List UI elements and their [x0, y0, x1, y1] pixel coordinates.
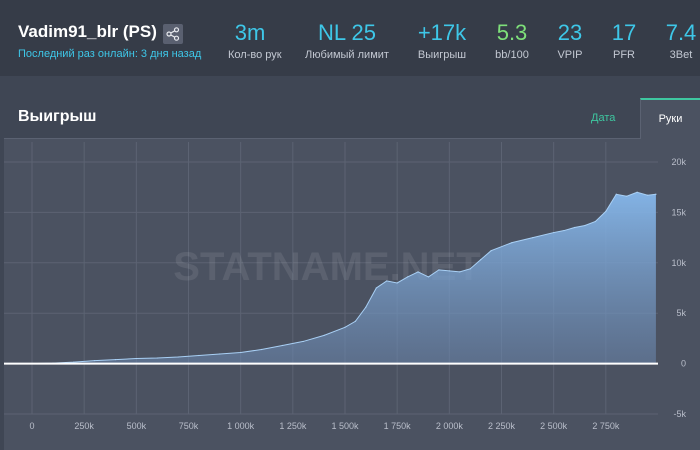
series-point — [532, 237, 534, 239]
stat-label: Любимый лимит — [305, 49, 389, 61]
series-point — [240, 351, 242, 354]
series-point — [323, 334, 325, 336]
series-point — [73, 361, 75, 363]
y-tick-label: 0 — [681, 359, 686, 369]
x-tick-label: 0 — [29, 421, 34, 431]
series-point — [480, 259, 482, 261]
stat-label: VPIP — [557, 49, 583, 61]
series-point — [655, 193, 657, 195]
x-tick-label: 2 250k — [488, 421, 516, 431]
series-point — [365, 306, 367, 308]
series-point — [354, 320, 357, 322]
stat-pfr: 17 PFR — [607, 20, 641, 61]
series-point — [177, 356, 179, 358]
series-point — [114, 358, 117, 361]
stat-3bet: 7.4 3Bet — [664, 20, 698, 61]
series-point — [615, 193, 617, 195]
x-tick-label: 1 500k — [331, 421, 359, 431]
series-point — [490, 250, 492, 252]
series-point — [427, 276, 430, 278]
series-point — [260, 348, 263, 351]
stat-label: Выигрыш — [417, 49, 467, 61]
x-tick-label: 2 750k — [592, 421, 620, 431]
series-point — [281, 344, 283, 347]
series-point — [626, 195, 628, 197]
series-point — [344, 326, 346, 328]
stat-hands: 3m Кол-во рук — [228, 20, 282, 61]
x-tick-label: 1 250k — [279, 421, 307, 431]
y-tick-label: -5k — [673, 409, 686, 419]
y-tick-label: 15k — [671, 207, 686, 217]
series-point — [135, 357, 137, 360]
winnings-panel: Выигрыш Дата Руки 20k 15k 10k 5k 0 -5k 0 250k 50… — [4, 96, 700, 450]
x-tick-label: 1 750k — [384, 421, 412, 431]
stat-favorite-limit: NL 25 Любимый лимит — [302, 20, 392, 61]
stat-value: 23 — [557, 20, 583, 45]
tab-hands[interactable]: Руки — [640, 98, 700, 139]
series-point — [459, 271, 461, 273]
series-point — [94, 359, 96, 362]
series-point — [646, 194, 649, 196]
series-point — [219, 353, 221, 355]
y-tick-label: 10k — [671, 258, 686, 268]
x-tick-label: 250k — [74, 421, 94, 431]
x-tick-label: 750k — [179, 421, 199, 431]
series-point — [302, 340, 304, 343]
series-area — [32, 192, 656, 364]
x-tick-label: 500k — [127, 421, 147, 431]
winnings-chart: 20k 15k 10k 5k 0 -5k 0 250k 500k 750k 1 000k 1 250k… — [4, 142, 686, 431]
share-button[interactable] — [163, 24, 183, 44]
series-point — [511, 242, 513, 244]
series-point — [156, 357, 158, 359]
x-tick-label: 2 500k — [540, 421, 568, 431]
share-icon — [166, 27, 180, 41]
stat-vpip: 23 VPIP — [552, 20, 588, 61]
y-tick-label: 5k — [676, 308, 686, 318]
x-tick-label: 1 000k — [227, 421, 255, 431]
panel-title: Выигрыш — [18, 108, 97, 125]
stat-value: 17 — [611, 20, 637, 45]
series-point — [407, 276, 409, 278]
x-tick-label: 2 000k — [436, 421, 464, 431]
series-point — [448, 270, 450, 272]
series-point — [594, 220, 597, 223]
player-header: Vadim91_blr (PS) Последний раз онлайн: 3… — [0, 0, 700, 76]
stat-value: 3m — [234, 20, 266, 45]
last-online-status: Последний раз онлайн: 3 дня назад — [18, 48, 202, 60]
stat-label: bb/100 — [495, 49, 529, 61]
series-point — [417, 271, 419, 273]
stat-value: 5.3 — [496, 20, 528, 45]
stat-value: NL 25 — [318, 20, 376, 45]
series-point — [584, 224, 586, 227]
tab-date[interactable]: Дата — [591, 112, 616, 124]
stat-label: Кол-во рук — [228, 49, 282, 61]
series-point — [469, 268, 471, 270]
stat-value: +17k — [417, 20, 467, 45]
series-point — [396, 282, 398, 284]
stat-label: 3Bet — [669, 49, 693, 61]
series-point — [636, 191, 638, 193]
series-point — [553, 231, 555, 234]
series-point — [605, 210, 607, 212]
stat-bb100: 5.3 bb/100 — [492, 20, 532, 61]
player-name: Vadim91_blr (PS) — [18, 22, 157, 41]
stat-winnings: +17k Выигрыш — [412, 20, 472, 61]
series-point — [438, 269, 440, 271]
series-point — [563, 229, 565, 232]
panel-header: Выигрыш Дата Руки — [4, 96, 700, 139]
stat-label: PFR — [613, 49, 635, 61]
series-point — [386, 280, 388, 282]
series-point — [375, 287, 377, 289]
y-tick-label: 20k — [671, 157, 686, 167]
series-point — [573, 226, 576, 229]
series-point — [198, 354, 200, 357]
stat-value: 7.4 — [665, 20, 697, 45]
